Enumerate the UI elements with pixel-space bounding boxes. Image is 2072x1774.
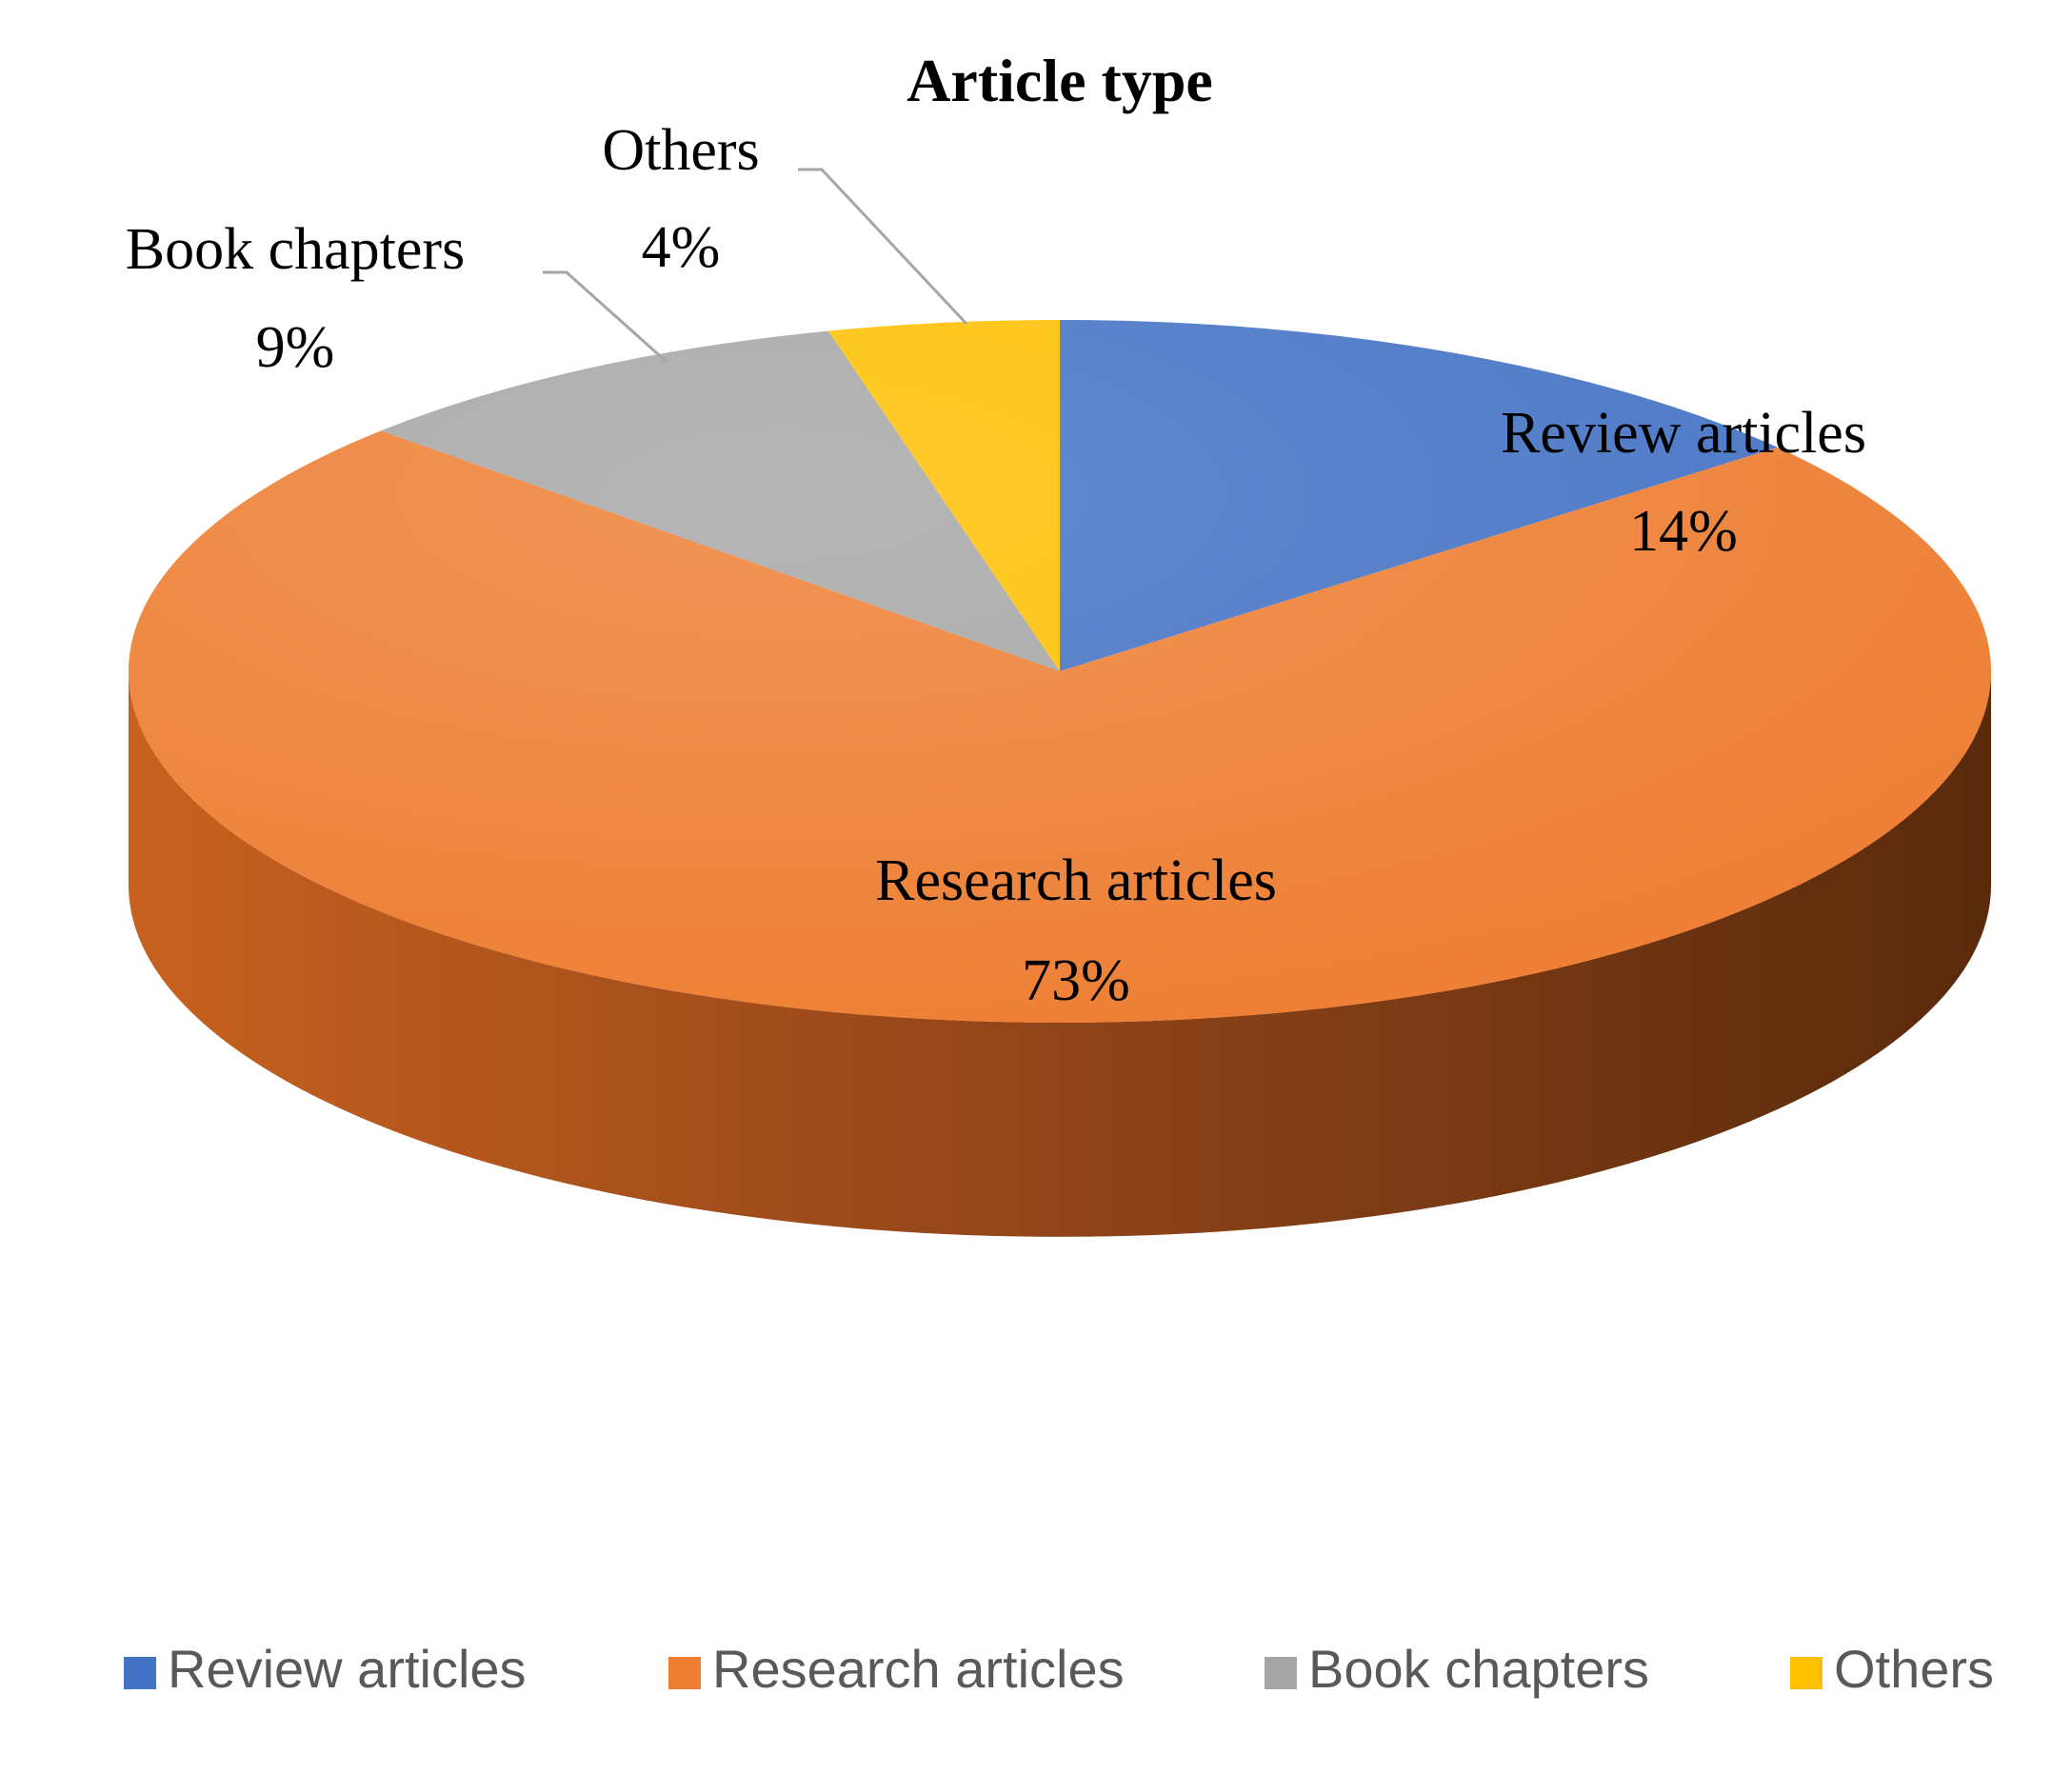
legend-swatch-review-articles [124,1657,156,1689]
legend-label-review-articles: Review articles [168,1639,527,1699]
pie-sides [129,671,1991,1237]
pie-side-research-articles [129,671,1991,1237]
legend-label-book-chapters: Book chapters [1308,1639,1649,1699]
data-label-value-others: 4% [642,215,721,280]
legend-label-research-articles: Research articles [712,1639,1125,1699]
data-label-value-review-articles: 14% [1629,499,1738,564]
data-label-value-research-articles: 73% [1022,948,1130,1013]
leader-line-others [798,168,968,326]
legend-swatch-research-articles [668,1657,701,1689]
pie-top-highlight [129,320,1991,1023]
legend: Review articles Research articles Book cha… [124,1639,1994,1699]
pie-data-labels: Review articles 14% Research articles 73% Bo… [126,118,1866,1013]
data-label-name-others: Others [602,118,759,183]
data-label-name-research-articles: Research articles [875,848,1277,913]
data-label-value-book-chapters: 9% [256,315,335,380]
legend-label-others: Others [1834,1639,1994,1699]
legend-swatch-others [1790,1657,1823,1689]
pie-leader-lines [543,168,968,364]
legend-swatch-book-chapters [1265,1657,1297,1689]
data-label-name-review-articles: Review articles [1501,401,1866,466]
pie-top [128,320,1991,1024]
data-label-name-book-chapters: Book chapters [126,217,465,282]
leader-line-book-chapters [543,270,668,364]
chart-title: Article type [906,47,1213,114]
